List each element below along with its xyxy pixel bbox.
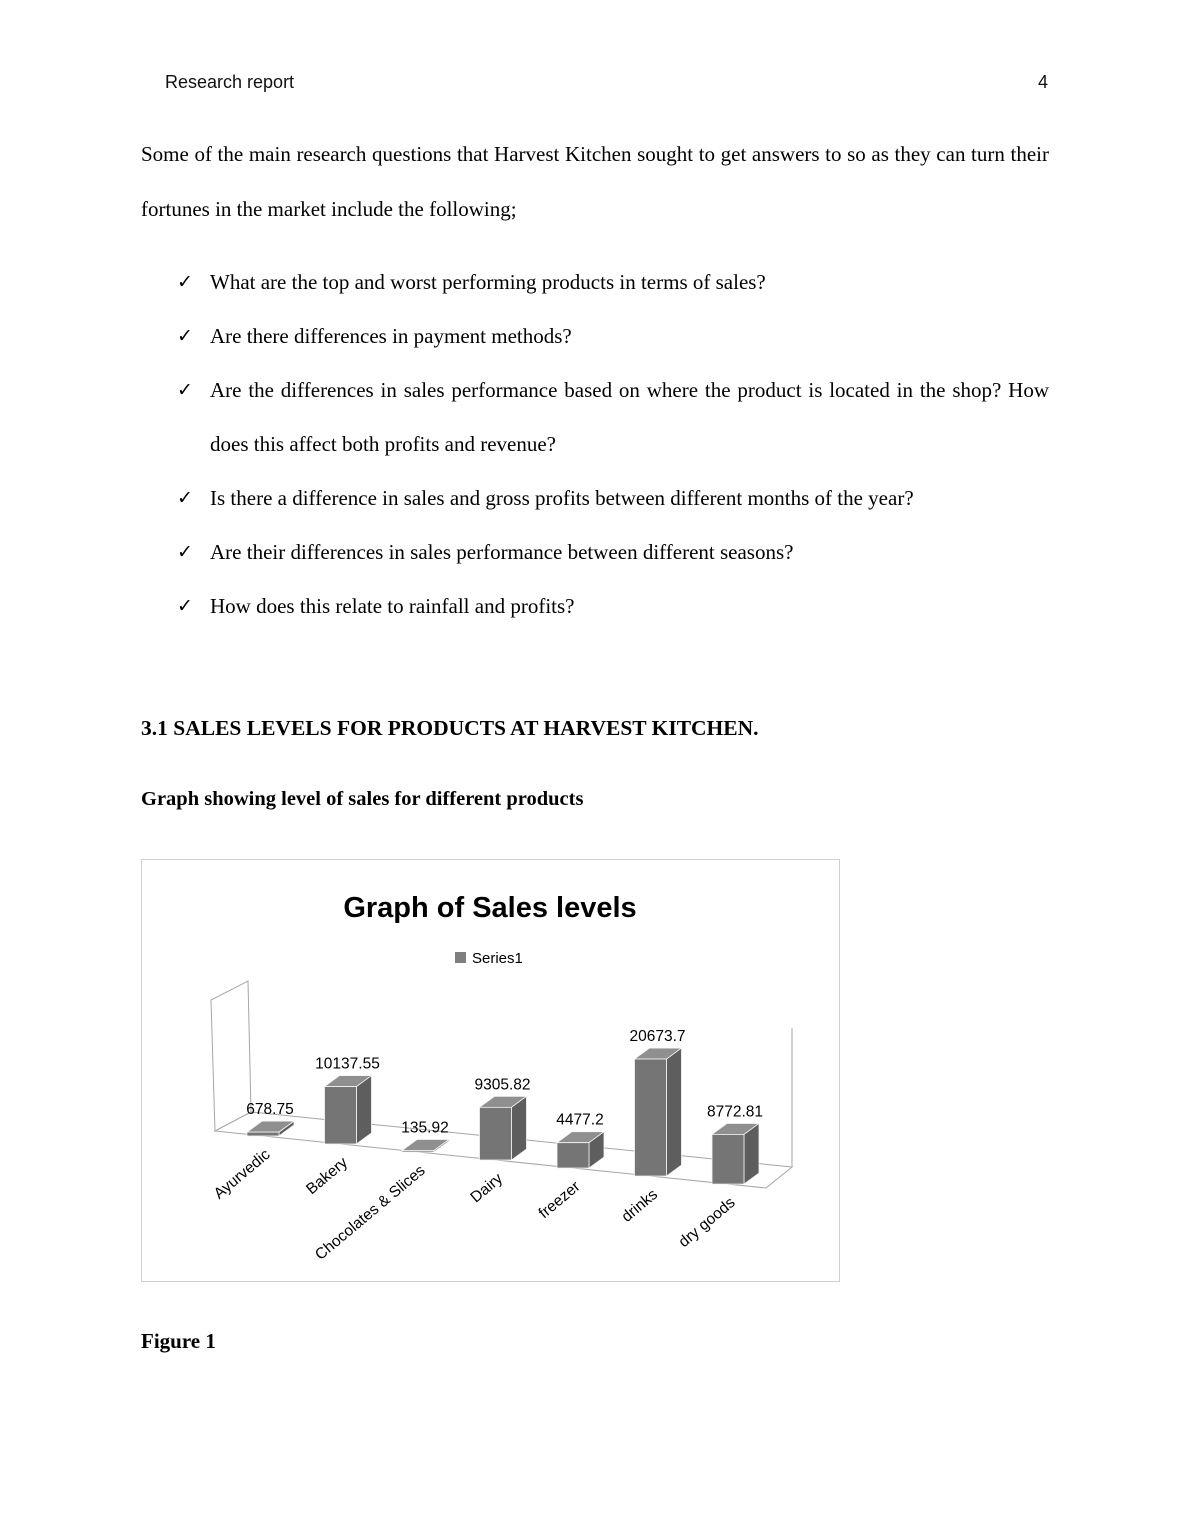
data-label: 8772.81 bbox=[707, 1103, 763, 1120]
bar-side-5 bbox=[666, 1047, 682, 1177]
sales-chart-svg: Graph of Sales levels Series1 678.75 Ayurve… bbox=[210, 892, 794, 1264]
bar-3 bbox=[479, 1106, 512, 1161]
chart-title: Graph of Sales levels bbox=[343, 892, 636, 924]
sales-chart: Graph of Sales levels Series1 678.75 Ayurve… bbox=[141, 859, 840, 1282]
category-label: drinks bbox=[618, 1186, 661, 1226]
category-label: freezer bbox=[536, 1178, 584, 1222]
list-item: ✓ Are the differences in sales performan… bbox=[141, 363, 1049, 471]
chart-left-wall bbox=[210, 980, 252, 1132]
list-item-text: Are their differences in sales performan… bbox=[210, 540, 794, 564]
bar-5 bbox=[634, 1058, 667, 1177]
list-item: ✓ Are there differences in payment metho… bbox=[141, 309, 1049, 363]
list-item: ✓ How does this relate to rainfall and p… bbox=[141, 579, 1049, 633]
graph-caption: Graph showing level of sales for differe… bbox=[141, 788, 584, 810]
data-label: 10137.55 bbox=[315, 1056, 380, 1073]
bar-2 bbox=[401, 1150, 435, 1153]
legend-label: Series1 bbox=[472, 950, 523, 967]
header-title: Research report bbox=[165, 72, 295, 92]
bar-4 bbox=[556, 1142, 590, 1169]
page-header: Research report 4 bbox=[165, 72, 1048, 93]
data-label: 135.92 bbox=[401, 1120, 448, 1137]
list-item: ✓ Are their differences in sales perform… bbox=[141, 525, 1049, 579]
list-item-text: What are the top and worst performing pr… bbox=[210, 270, 766, 294]
bar-6 bbox=[711, 1134, 745, 1185]
checkmark-icon: ✓ bbox=[177, 379, 193, 401]
checkmark-icon: ✓ bbox=[177, 595, 193, 617]
checkmark-icon: ✓ bbox=[177, 271, 193, 293]
list-item-text: Are there differences in payment methods… bbox=[210, 324, 572, 348]
category-label: Bakery bbox=[303, 1154, 351, 1198]
category-label: dry goods bbox=[675, 1194, 738, 1251]
intro-paragraph: Some of the main research questions that… bbox=[141, 142, 1049, 221]
figure-label: Figure 1 bbox=[141, 1329, 216, 1353]
page-number: 4 bbox=[1037, 72, 1048, 92]
research-questions-list: ✓ What are the top and worst performing … bbox=[141, 255, 1049, 633]
list-item-text: Is there a difference in sales and gross… bbox=[210, 486, 914, 510]
data-label: 20673.7 bbox=[629, 1028, 685, 1045]
list-item: ✓ What are the top and worst performing … bbox=[141, 255, 1049, 309]
bar-0 bbox=[246, 1131, 280, 1137]
data-label: 4477.2 bbox=[556, 1112, 603, 1129]
checkmark-icon: ✓ bbox=[177, 325, 193, 347]
legend-marker bbox=[455, 952, 466, 963]
category-label: Ayurvedic bbox=[211, 1146, 274, 1203]
data-label: 678.75 bbox=[246, 1101, 293, 1118]
category-label: Dairy bbox=[467, 1170, 506, 1206]
list-item: ✓ Is there a difference in sales and gro… bbox=[141, 471, 1049, 525]
checkmark-icon: ✓ bbox=[177, 541, 193, 563]
section-heading: 3.1 SALES LEVELS FOR PRODUCTS AT HARVEST… bbox=[141, 716, 759, 740]
data-label: 9305.82 bbox=[474, 1076, 530, 1093]
bar-side-6 bbox=[743, 1122, 760, 1185]
bar-side-1 bbox=[356, 1074, 372, 1145]
checkmark-icon: ✓ bbox=[177, 487, 193, 509]
bar-side-3 bbox=[511, 1095, 527, 1161]
list-item-text: How does this relate to rainfall and pro… bbox=[210, 594, 575, 618]
bar-1 bbox=[324, 1086, 357, 1145]
list-item-text: Are the differences in sales performance… bbox=[210, 378, 1049, 456]
